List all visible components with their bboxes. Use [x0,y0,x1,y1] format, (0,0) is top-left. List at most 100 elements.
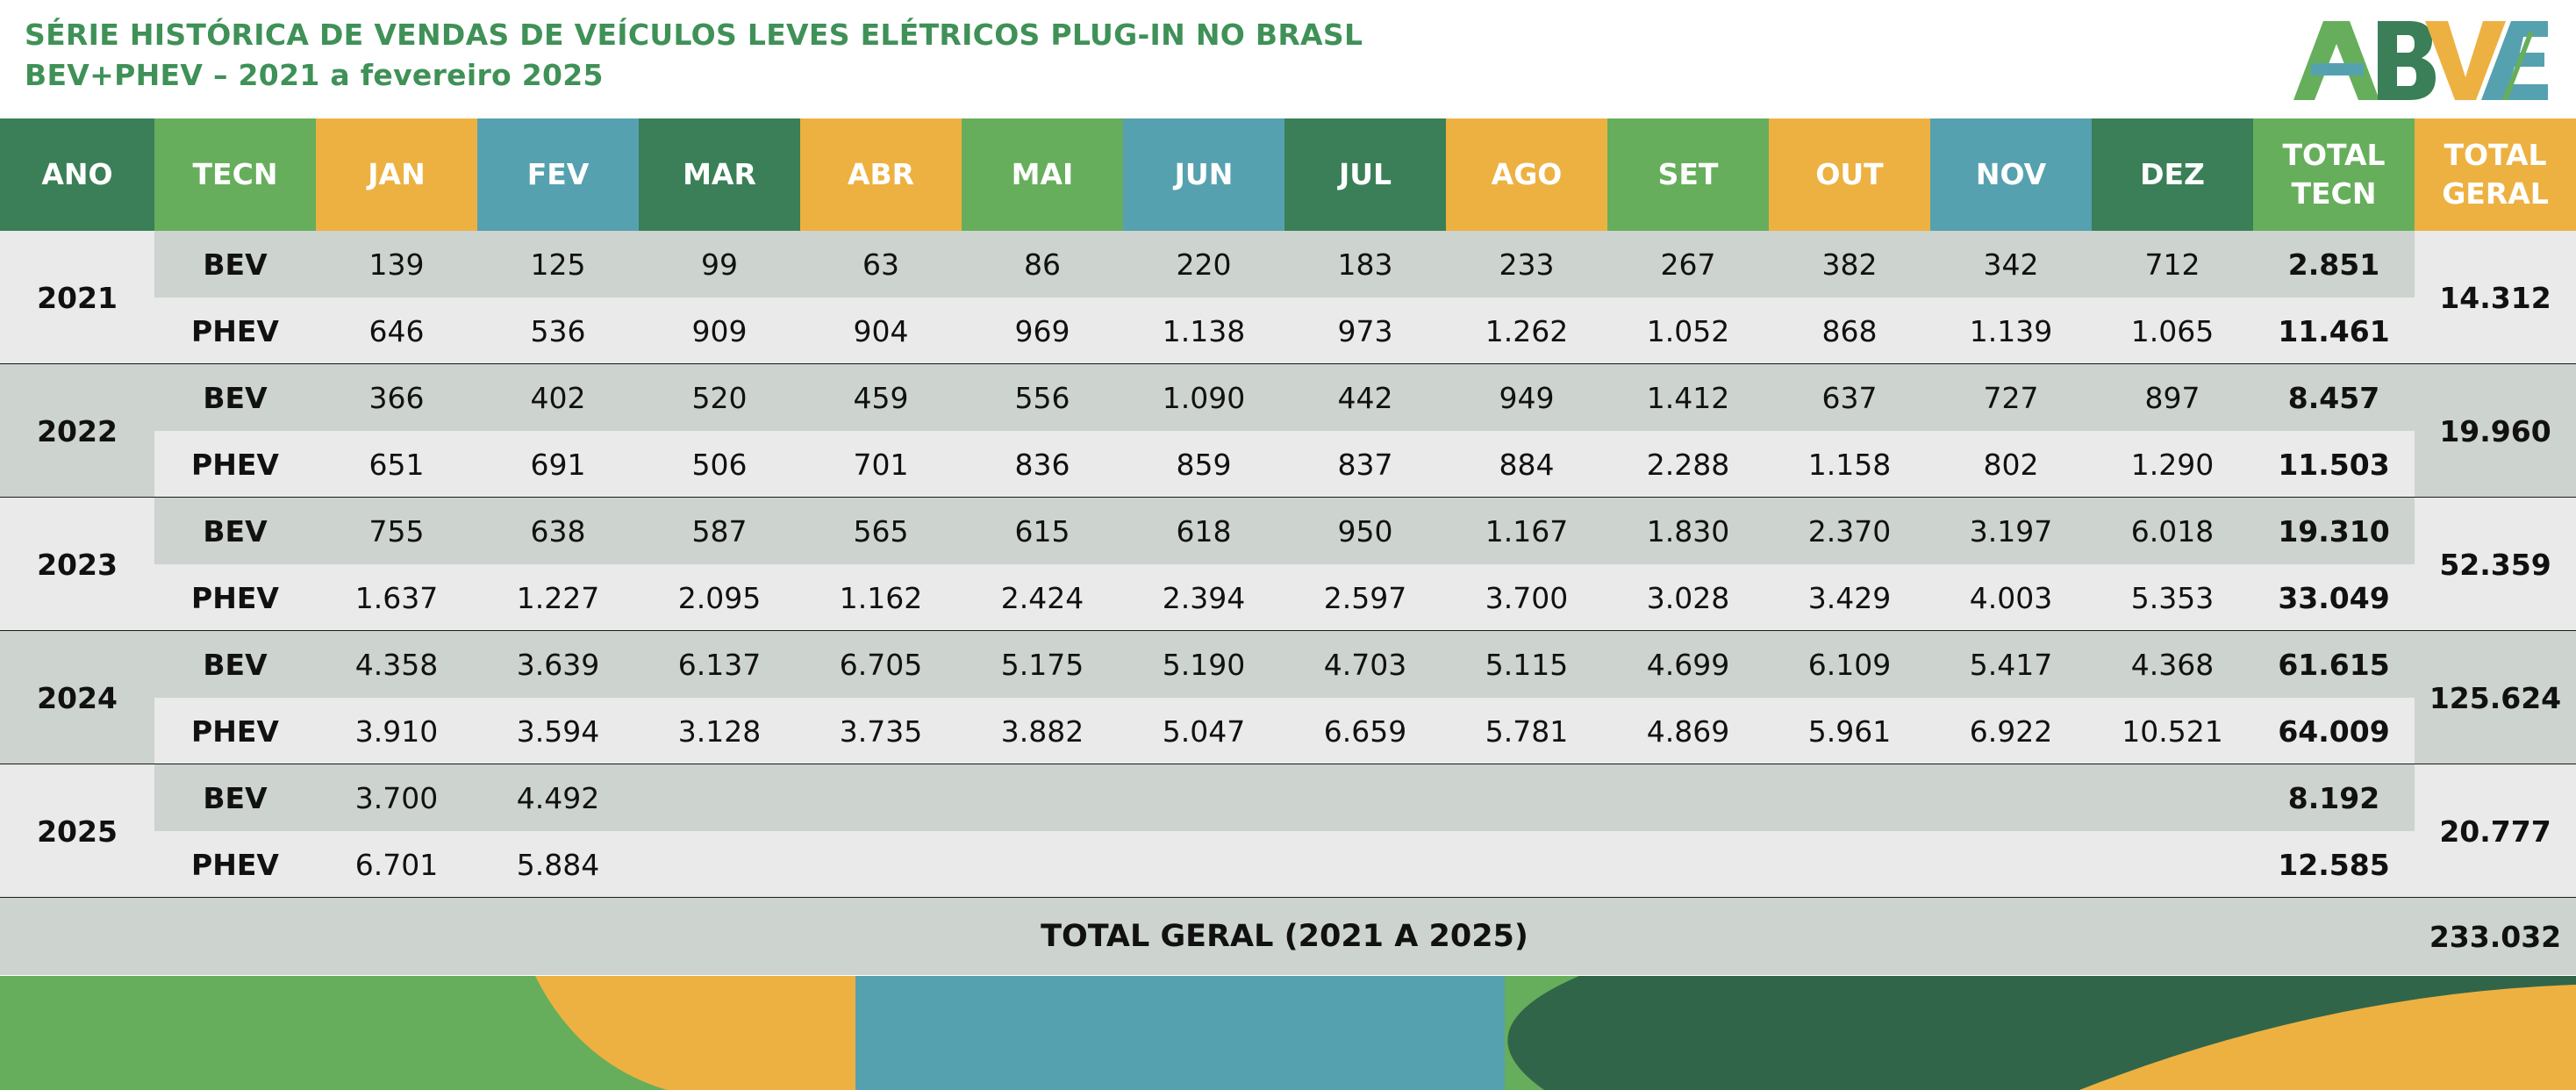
value-cell: 1.167 [1485,513,1569,549]
value-cell [1446,831,1607,898]
value-cell: 220 [1176,247,1232,282]
value-cell: 6.705 [839,647,923,682]
total-geral-cell: 19.960 [2415,364,2576,498]
header-cell: MAI [962,118,1123,231]
total-tecn-cell: 2.851 [2287,247,2380,282]
value-cell: 1.158 [1807,447,1892,482]
value-cell: 6.701 [354,847,439,882]
header-cell: TOTAL GERAL [2415,118,2576,231]
total-geral-cell: 125.624 [2415,631,2576,764]
value-cell: 342 [1983,247,2039,282]
value-cell [800,764,962,831]
value-cell: 402 [530,380,586,415]
header-cell: NOV [1930,118,2092,231]
value-cell: 5.781 [1485,714,1569,749]
table-row [154,298,2415,364]
tech-cell: BEV [203,780,268,815]
header: SÉRIE HISTÓRICA DE VENDAS DE VEÍCULOS LE… [0,0,2576,118]
value-cell: 5.047 [1162,714,1246,749]
value-cell: 267 [1660,247,1716,282]
value-cell [962,764,1123,831]
value-cell: 618 [1176,513,1232,549]
year-cell: 2024 [0,631,154,764]
value-cell: 897 [2144,380,2200,415]
value-cell: 2.370 [1807,513,1892,549]
value-cell: 99 [701,247,738,282]
value-cell: 884 [1499,447,1555,482]
value-cell: 836 [1014,447,1070,482]
value-cell: 4.358 [354,647,439,682]
value-cell [962,831,1123,898]
value-cell: 973 [1337,313,1393,348]
table-row [154,498,2415,564]
value-cell: 442 [1337,380,1393,415]
value-cell: 949 [1499,380,1555,415]
value-cell: 2.288 [1646,447,1730,482]
header-cell: FEV [477,118,639,231]
year-cell: 2023 [0,498,154,631]
value-cell: 459 [853,380,909,415]
value-cell: 4.368 [2130,647,2215,682]
value-cell: 3.735 [839,714,923,749]
header-cell: JUL [1284,118,1446,231]
value-cell: 1.139 [1969,313,2053,348]
value-cell: 3.594 [516,714,600,749]
value-cell: 950 [1337,513,1393,549]
value-cell: 1.052 [1646,313,1730,348]
value-cell [1123,764,1284,831]
value-cell [1930,764,2092,831]
value-cell [1446,764,1607,831]
value-cell: 1.090 [1162,380,1246,415]
value-cell: 10.521 [2122,714,2223,749]
value-cell: 969 [1014,313,1070,348]
table-row [154,698,2415,764]
value-cell: 3.429 [1807,580,1892,615]
value-cell: 183 [1337,247,1393,282]
value-cell: 63 [862,247,899,282]
header-cell: JAN [316,118,477,231]
value-cell: 2.424 [1000,580,1084,615]
value-cell: 4.703 [1323,647,1407,682]
total-tecn-cell: 33.049 [2278,580,2390,615]
value-cell: 712 [2144,247,2200,282]
value-cell [2092,831,2253,898]
value-cell: 506 [691,447,748,482]
value-cell: 86 [1024,247,1061,282]
table-row [154,631,2415,698]
total-tecn-cell: 8.457 [2287,380,2380,415]
value-cell: 701 [853,447,909,482]
value-cell: 691 [530,447,586,482]
value-cell: 382 [1821,247,1878,282]
value-cell: 651 [369,447,425,482]
value-cell: 3.882 [1000,714,1084,749]
value-cell: 5.961 [1807,714,1892,749]
value-cell: 366 [369,380,425,415]
value-cell: 5.353 [2130,580,2215,615]
value-cell: 6.018 [2130,513,2215,549]
value-cell: 859 [1176,447,1232,482]
value-cell [1123,831,1284,898]
header-cell: TOTAL TECN [2253,118,2415,231]
header-text-line: GERAL [2442,176,2549,211]
total-tecn-cell: 61.615 [2278,647,2390,682]
value-cell: 6.137 [677,647,762,682]
value-cell: 1.290 [2130,447,2215,482]
header-cell: AGO [1446,118,1607,231]
value-cell: 904 [853,313,909,348]
header-text-line: TOTAL [2282,138,2386,172]
value-cell: 125 [530,247,586,282]
grand-total-value: 233.032 [2429,919,2562,954]
value-cell: 868 [1821,313,1878,348]
value-cell: 638 [530,513,586,549]
grand-total-row [0,898,2576,975]
header-text-line: TECN [2291,176,2377,211]
value-cell: 5.115 [1485,647,1569,682]
value-cell [639,764,800,831]
value-cell: 615 [1014,513,1070,549]
value-cell [2092,764,2253,831]
value-cell: 3.910 [354,714,439,749]
value-cell: 837 [1337,447,1393,482]
value-cell [1769,831,1930,898]
value-cell: 587 [691,513,748,549]
value-cell: 2.394 [1162,580,1246,615]
